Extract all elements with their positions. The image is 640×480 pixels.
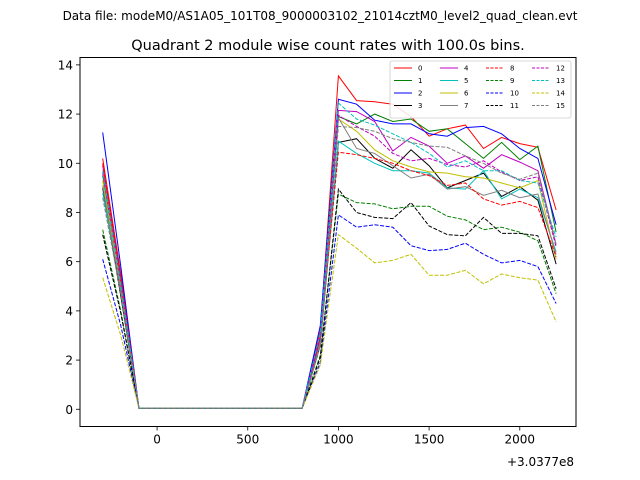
legend-label-10: 10 — [510, 90, 519, 98]
x-axis-ticks: 0 500 1000 1500 2000 — [153, 426, 536, 447]
legend-label-6: 6 — [464, 90, 469, 98]
series-layer — [102, 74, 557, 409]
y-tick-label: 0 — [65, 403, 73, 417]
legend-label-14: 14 — [556, 90, 565, 98]
legend-label-7: 7 — [464, 102, 468, 110]
legend-label-4: 4 — [464, 65, 469, 73]
series-line-13 — [102, 101, 557, 409]
y-tick-label: 14 — [58, 58, 73, 72]
y-tick-label: 8 — [65, 206, 73, 220]
legend-label-8: 8 — [510, 65, 514, 73]
legend-label-1: 1 — [418, 77, 422, 85]
legend-label-5: 5 — [464, 77, 468, 85]
legend-label-15: 15 — [556, 102, 565, 110]
legend-label-0: 0 — [418, 65, 422, 73]
legend-label-2: 2 — [418, 90, 422, 98]
legend-label-9: 9 — [510, 77, 514, 85]
y-axis-ticks: 0 2 4 6 8 10 12 14 — [58, 58, 80, 417]
x-tick-label: 500 — [236, 433, 259, 447]
x-tick-label: 1000 — [323, 433, 354, 447]
y-tick-label: 2 — [65, 354, 73, 368]
legend-label-13: 13 — [556, 77, 565, 85]
x-tick-label: 0 — [153, 433, 161, 447]
chart-title: Quadrant 2 module wise count rates with … — [131, 38, 525, 54]
legend-label-11: 11 — [510, 102, 519, 110]
y-tick-label: 12 — [58, 108, 73, 122]
data-file-label: Data file: modeM0/AS1A05_101T08_90000031… — [63, 9, 578, 23]
y-tick-label: 10 — [58, 157, 73, 171]
legend-label-3: 3 — [418, 102, 422, 110]
y-tick-label: 4 — [65, 304, 73, 318]
x-offset-label: +3.0377e8 — [507, 455, 574, 469]
x-tick-label: 1500 — [414, 433, 445, 447]
y-tick-label: 6 — [65, 255, 73, 269]
x-tick-label: 2000 — [505, 433, 536, 447]
plot-frame — [79, 57, 577, 427]
series-line-15 — [102, 125, 557, 409]
legend-box — [389, 60, 572, 119]
legend-label-12: 12 — [556, 65, 565, 73]
